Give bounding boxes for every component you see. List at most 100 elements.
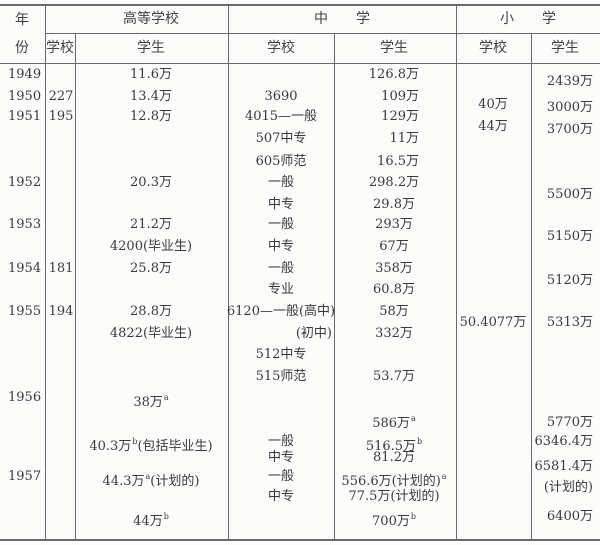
cell-higher-students: 28.8万: [130, 304, 172, 319]
cell-middle-schools: 中专: [267, 197, 295, 212]
footnote-marker: a: [441, 472, 447, 481]
cell-higher-students: 4822(毕业生): [109, 326, 193, 341]
cell-year: 1954: [8, 261, 42, 276]
cell-year: 1955: [8, 304, 42, 319]
footnote-marker: a: [411, 414, 416, 423]
header-bottom-rule: [0, 63, 600, 64]
header-middle-school: 中 学: [314, 11, 370, 27]
cell-middle-students: 16.5万: [377, 154, 419, 169]
cell-primary-students: 3000万: [546, 100, 593, 115]
footnote-marker: b: [417, 437, 423, 446]
table-top-rule: [0, 4, 600, 6]
cell-primary-students: 6346.4万: [534, 434, 594, 449]
cell-middle-students: 586万a: [372, 414, 416, 431]
cell-year: 1953: [8, 217, 42, 232]
cell-middle-schools: 515师范: [255, 369, 307, 384]
footnote-marker: a: [145, 472, 151, 481]
header-year-bottom: 份: [15, 40, 29, 56]
cell-middle-students: 77.5万(计划的): [348, 489, 440, 504]
header-primary-school: 小 学: [500, 11, 556, 27]
cell-middle-schools: 一般: [267, 217, 295, 232]
header-higher-schools: 学校: [46, 40, 74, 56]
footnote-marker: b: [410, 512, 416, 521]
cell-middle-schools: 512中专: [255, 347, 307, 362]
cell-primary-students: 3700万: [546, 122, 593, 137]
cell-higher-students: 25.8万: [130, 261, 172, 276]
header-middle-schools: 学校: [267, 40, 295, 56]
cell-year: 1956: [8, 390, 42, 405]
cell-higher-students: 4200(毕业生): [109, 239, 193, 254]
cell-primary-students: 5150万: [546, 229, 593, 244]
cell-year: 1957: [8, 469, 42, 484]
cell-middle-students: 332万: [375, 326, 413, 341]
column-divider: [75, 33, 76, 540]
column-divider: [456, 5, 457, 540]
cell-middle-schools: 专业: [267, 282, 295, 297]
cell-middle-schools: 一般: [267, 261, 295, 276]
cell-middle-students: 126.8万: [368, 67, 419, 82]
cell-higher-students: 11.6万: [130, 67, 172, 82]
cell-primary-students: 5500万: [546, 187, 593, 202]
cell-middle-students: 29.8万: [373, 197, 415, 212]
cell-middle-schools: 4015—一般: [244, 109, 318, 124]
cell-middle-schools: 中专: [267, 239, 295, 254]
cell-higher-schools: 227: [48, 89, 74, 104]
table-bottom-rule: [0, 539, 600, 541]
cell-middle-schools: 507中专: [255, 131, 307, 146]
footnote-marker: b: [163, 512, 169, 521]
cell-higher-students: 38万a: [133, 393, 169, 410]
footnote-marker: b: [132, 437, 138, 446]
cell-middle-schools: (初中): [295, 326, 332, 341]
cell-primary-students: 5770万: [546, 415, 593, 430]
header-middle-students: 学生: [380, 40, 408, 56]
cell-middle-students: 60.8万: [373, 282, 415, 297]
column-divider: [531, 33, 532, 540]
cell-higher-students: 44.3万a(计划的): [102, 472, 200, 489]
cell-middle-schools: 一般: [267, 175, 295, 190]
cell-middle-schools: 中专: [267, 450, 295, 465]
cell-primary-students: (计划的): [543, 480, 593, 495]
cell-primary-schools: 40万: [478, 97, 508, 112]
cell-middle-students: 129万: [381, 109, 419, 124]
header-higher-students: 学生: [137, 40, 165, 56]
cell-middle-students: 109万: [381, 89, 419, 104]
cell-middle-students: 298.2万: [368, 175, 420, 190]
cell-middle-students: 358万: [375, 261, 413, 276]
cell-higher-schools: 194: [48, 304, 74, 319]
column-divider: [45, 5, 46, 540]
cell-primary-schools: 44万: [478, 119, 508, 134]
cell-middle-schools: 605师范: [255, 154, 307, 169]
cell-year: 1951: [8, 109, 42, 124]
cell-higher-schools: 195: [48, 109, 74, 124]
cell-primary-students: 2439万: [546, 74, 593, 89]
cell-middle-schools: 一般: [267, 469, 295, 484]
header-primary-schools: 学校: [479, 40, 507, 56]
cell-middle-students: 11万: [389, 131, 419, 146]
column-divider: [334, 33, 335, 540]
cell-primary-schools: 50.4077万: [459, 315, 527, 330]
cell-higher-students: 20.3万: [130, 175, 172, 190]
cell-primary-students: 5313万: [546, 315, 593, 330]
cell-higher-students: 21.2万: [130, 217, 172, 232]
cell-higher-schools: 181: [48, 261, 74, 276]
cell-year: 1950: [8, 89, 42, 104]
cell-primary-students: 6400万: [546, 509, 593, 524]
cell-middle-students: 81.2万: [373, 450, 415, 465]
header-year-top: 年: [15, 12, 29, 28]
column-divider: [228, 5, 229, 540]
cell-primary-students: 5120万: [546, 273, 593, 288]
cell-middle-students: 516.5万b: [365, 437, 423, 454]
header-divider: [45, 33, 600, 34]
cell-higher-students: 12.8万: [130, 109, 172, 124]
header-higher-education: 高等学校: [123, 11, 179, 27]
cell-year: 1949: [8, 67, 42, 82]
cell-primary-students: 6581.4万: [534, 459, 594, 474]
cell-higher-students: 13.4万: [130, 89, 172, 104]
cell-higher-students: 44万b: [133, 512, 169, 529]
cell-higher-students: 40.3万b(包括毕业生): [89, 437, 213, 454]
footnote-marker: a: [163, 393, 169, 402]
cell-middle-students: 556.6万(计划的)a: [341, 472, 447, 489]
cell-middle-students: 700万b: [372, 512, 416, 529]
header-primary-students: 学生: [551, 40, 579, 56]
